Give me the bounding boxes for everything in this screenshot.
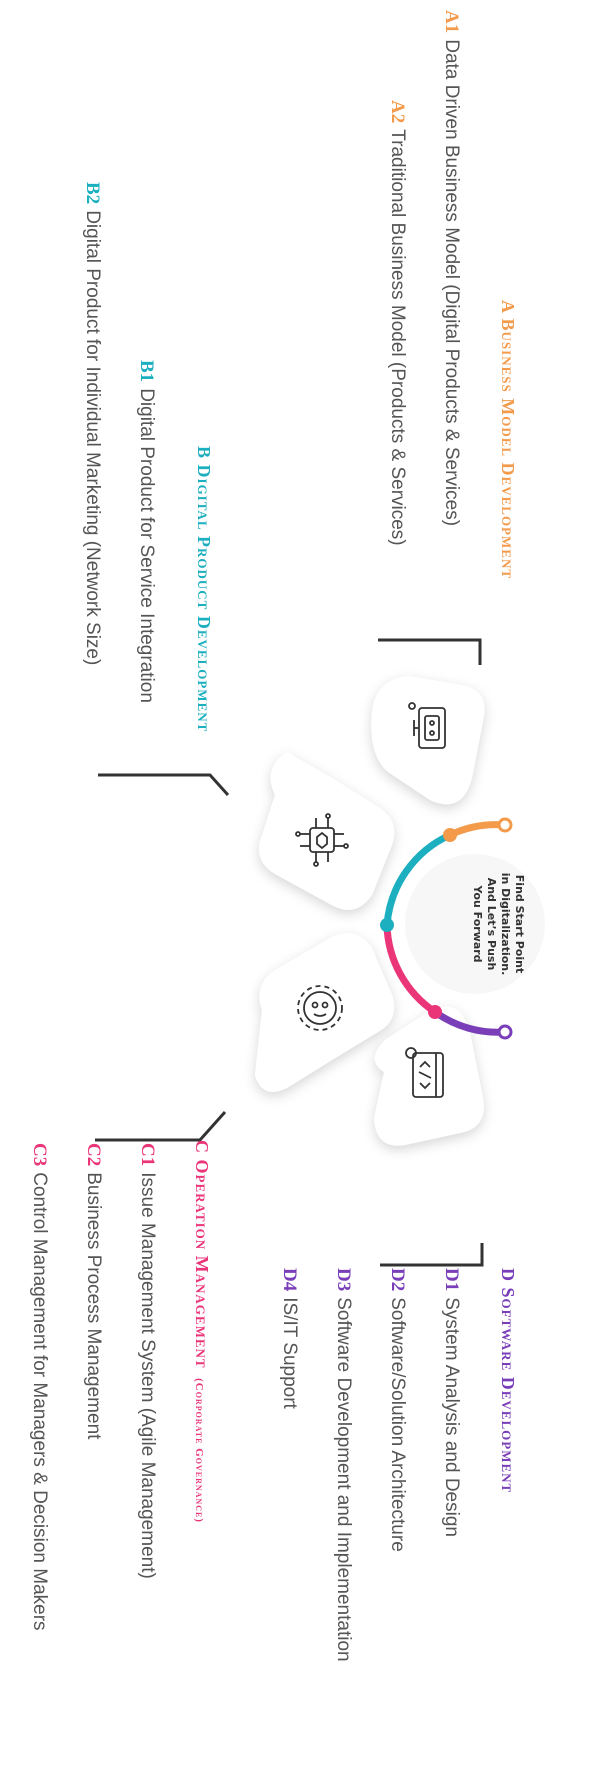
section-a-code: A	[498, 300, 518, 314]
item-d2-text: Software/Solution Architecture	[387, 1297, 408, 1552]
item-a1-text: Data Driven Business Model (Digital Prod…	[441, 39, 462, 527]
item-c1: C1 Issue Management System (Agile Managem…	[136, 1143, 158, 1579]
section-a-title: Business Model Development	[498, 318, 518, 580]
item-a2-code: A2	[387, 100, 408, 124]
robot-gear-icon	[297, 985, 343, 1031]
arc-segment-a	[446, 821, 509, 839]
section-c-heading: C Operation Management (Corporate Govern…	[191, 1140, 212, 1523]
arc-node-end	[497, 1024, 513, 1040]
section-c-title: Operation Management	[192, 1159, 212, 1369]
arc-node-bc	[380, 918, 394, 932]
item-d1-text: System Analysis and Design	[441, 1297, 462, 1537]
section-c-code: C	[192, 1140, 212, 1154]
item-c2-code: C2	[83, 1143, 104, 1167]
item-d2-code: D2	[387, 1268, 408, 1292]
center-line-4: You Forward	[471, 884, 484, 962]
center-caption: Find Start Point in Digitalization. And …	[471, 873, 526, 976]
item-b2-text: Digital Product for Individual Marketing…	[82, 210, 103, 666]
item-c1-text: Issue Management System (Agile Managemen…	[137, 1172, 158, 1579]
arc-node-cd	[428, 1005, 442, 1019]
connector-c	[95, 1111, 227, 1142]
item-d3-text: Software Development and Implementation	[333, 1297, 354, 1662]
item-d3: D3 Software Development and Implementatio…	[332, 1268, 354, 1662]
arc-segment-c	[383, 924, 437, 1015]
item-c3: C3 Control Management for Managers & Deci…	[28, 1143, 50, 1631]
item-c2-text: Business Process Management	[83, 1172, 104, 1440]
petal-b	[258, 752, 395, 910]
connector-d	[380, 1243, 484, 1267]
center-line-1: Find Start Point	[513, 875, 526, 973]
item-a2: A2 Traditional Business Model (Products &…	[386, 100, 408, 546]
section-d-heading: D Software Development	[497, 1268, 518, 1493]
section-d-code: D	[498, 1268, 518, 1282]
section-b-title: Digital Product Development	[194, 464, 214, 733]
item-b1-code: B1	[136, 360, 157, 383]
item-d4-code: D4	[279, 1268, 300, 1292]
connector-a	[378, 638, 482, 665]
item-d4: D4 IS/IT Support	[278, 1268, 300, 1409]
section-c-subtitle: (Corporate Governance)	[193, 1378, 205, 1523]
arc-node-start	[497, 817, 513, 833]
item-c3-text: Control Management for Managers & Decisi…	[29, 1172, 50, 1631]
petal-c	[255, 933, 395, 1092]
item-d1: D1 System Analysis and Design	[440, 1268, 462, 1537]
item-a1-code: A1	[441, 10, 462, 34]
item-b1: B1 Digital Product for Service Integratio…	[135, 360, 157, 703]
robot-monitor-icon	[408, 702, 446, 749]
section-d-title: Software Development	[498, 1287, 518, 1494]
item-a1: A1 Data Driven Business Model (Digital Pr…	[440, 10, 462, 526]
item-c2: C2 Business Process Management	[82, 1143, 104, 1439]
arc-segment-b	[383, 831, 452, 926]
connector-b	[98, 773, 230, 797]
center-line-2: in Digitalization.	[499, 873, 512, 976]
item-b1-text: Digital Product for Service Integration	[136, 388, 157, 703]
section-b-heading: B Digital Product Development	[193, 446, 214, 732]
arc-node-ab	[443, 828, 457, 842]
section-a-heading: A Business Model Development	[497, 300, 518, 579]
circuit-chip-icon	[295, 813, 349, 867]
center-line-3: And Let’s Push	[485, 878, 498, 971]
item-d1-code: D1	[441, 1268, 462, 1292]
item-b2: B2 Digital Product for Individual Marketi…	[81, 182, 103, 665]
item-b2-code: B2	[82, 182, 103, 205]
item-c1-code: C1	[137, 1143, 158, 1167]
item-d4-text: IS/IT Support	[279, 1297, 300, 1409]
item-a2-text: Traditional Business Model (Products & S…	[387, 129, 408, 546]
item-c3-code: C3	[29, 1143, 50, 1167]
item-d2: D2 Software/Solution Architecture	[386, 1268, 408, 1552]
section-b-code: B	[194, 446, 214, 460]
item-d3-code: D3	[333, 1268, 354, 1292]
code-screen-gear-icon	[405, 1047, 444, 1098]
center-circle	[405, 854, 545, 994]
